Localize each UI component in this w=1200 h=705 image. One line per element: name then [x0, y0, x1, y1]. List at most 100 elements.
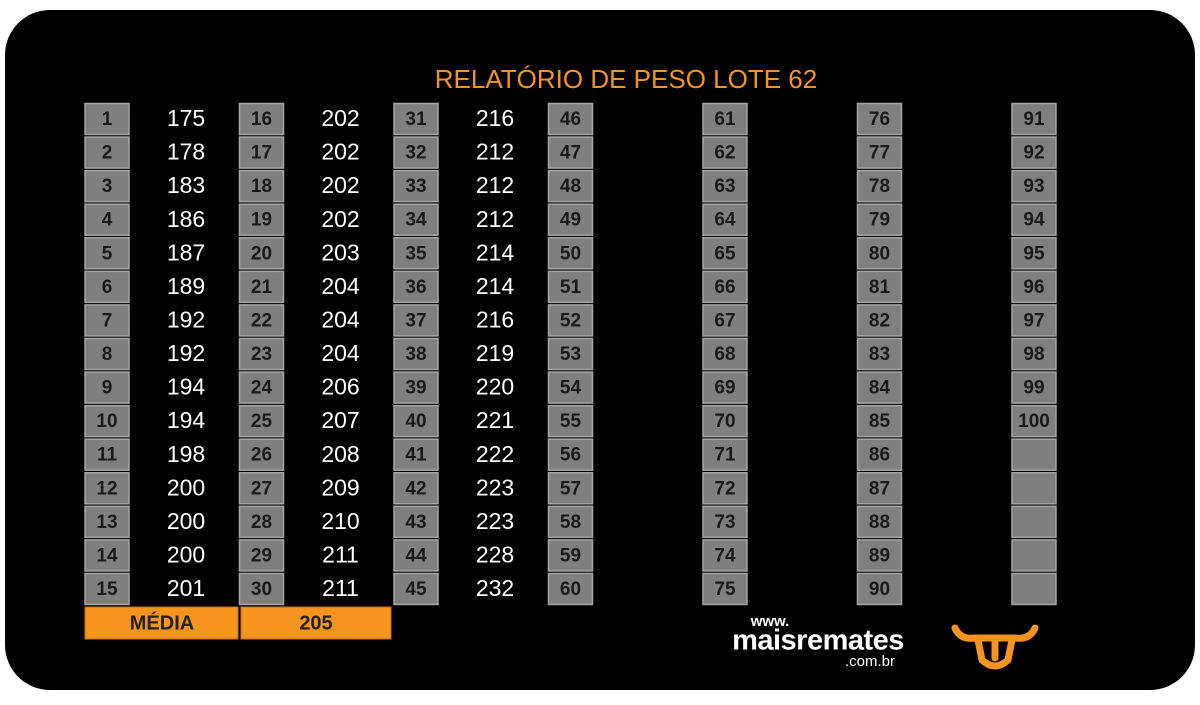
- animal-number: 29: [251, 545, 272, 566]
- weight: 212: [476, 139, 514, 165]
- number-cell: [393, 203, 439, 236]
- animal-number: 35: [405, 243, 427, 264]
- number-cell: [547, 404, 594, 438]
- weight: 194: [167, 407, 206, 433]
- animal-number: 90: [869, 579, 890, 600]
- logo-icon: [951, 624, 1039, 670]
- number-cell: [238, 337, 285, 371]
- animal-number: 56: [560, 445, 581, 466]
- animal-number: 45: [405, 579, 427, 600]
- number-cell: [547, 136, 594, 169]
- weight: 222: [476, 441, 514, 467]
- weight: 209: [321, 474, 359, 500]
- number-cell: [856, 438, 903, 471]
- logo-prefix: www.: [750, 613, 790, 630]
- number-cell: [393, 136, 439, 169]
- animal-number: 10: [96, 411, 117, 432]
- number-cell: [238, 371, 285, 404]
- number-cell: [393, 572, 439, 606]
- animal-number: 43: [405, 512, 426, 533]
- animal-number: 34: [405, 210, 427, 231]
- number-cell: [238, 404, 285, 438]
- weight: 223: [476, 474, 514, 500]
- number-cell: [238, 438, 285, 471]
- number-cell: [238, 237, 285, 270]
- number-cell: [702, 337, 748, 371]
- number-cell: [856, 472, 903, 505]
- number-cell: [238, 572, 285, 606]
- number-cell: [856, 371, 903, 404]
- animal-number: 86: [869, 445, 890, 466]
- weight: 210: [321, 508, 359, 534]
- number-cell: [1011, 304, 1057, 337]
- number-cell: [702, 169, 748, 203]
- animal-number: 74: [714, 545, 736, 566]
- number-cell: [1011, 102, 1057, 136]
- weight: 186: [167, 206, 205, 232]
- weight: 207: [321, 407, 359, 433]
- weight: 206: [321, 374, 359, 400]
- number-cell: [547, 539, 594, 572]
- number-cell: [702, 136, 748, 169]
- number-cell: [1011, 270, 1057, 304]
- animal-number: 17: [251, 143, 272, 164]
- weight: 198: [167, 441, 205, 467]
- number-cell: [702, 237, 748, 270]
- number-cell: [238, 102, 285, 136]
- weight: 214: [476, 239, 515, 265]
- animal-number: 73: [714, 512, 735, 533]
- weight: 212: [476, 206, 514, 232]
- number-cell: [238, 270, 285, 304]
- animal-number: 42: [405, 478, 426, 499]
- number-cell: [547, 472, 594, 505]
- animal-number: 71: [714, 445, 736, 466]
- number-cell: [1011, 203, 1057, 236]
- animal-number: 41: [405, 445, 427, 466]
- animal-number: 28: [251, 512, 272, 533]
- number-cell: [547, 169, 594, 203]
- number-cell: [84, 438, 130, 471]
- animal-number: 21: [251, 277, 273, 298]
- weight: 204: [321, 306, 360, 332]
- number-cell: [238, 136, 285, 169]
- logo-horns: [951, 624, 1039, 642]
- animal-number: 67: [714, 310, 735, 331]
- number-cell: [547, 304, 594, 337]
- weight: 201: [167, 575, 205, 601]
- number-cell: [84, 304, 130, 337]
- animal-number: 33: [405, 176, 426, 197]
- animal-number: 54: [560, 378, 582, 399]
- animal-number: 62: [714, 143, 735, 164]
- weight: 178: [167, 139, 205, 165]
- report-title: RELATÓRIO DE PESO LOTE 62: [435, 64, 817, 94]
- number-cell: [856, 505, 903, 539]
- number-cell: [84, 169, 130, 203]
- animal-number: 12: [96, 478, 117, 499]
- animal-number: 60: [560, 579, 581, 600]
- animal-number: 65: [714, 243, 736, 264]
- logo-suffix: .com.br: [845, 653, 895, 670]
- number-cell: [238, 203, 285, 236]
- animal-number: 57: [560, 478, 581, 499]
- animal-number: 87: [869, 478, 890, 499]
- weight: 202: [321, 139, 359, 165]
- number-cell: [856, 237, 903, 270]
- weight: 194: [167, 374, 206, 400]
- number-cell: [84, 505, 130, 539]
- number-cell: [393, 102, 439, 136]
- number-cell: [547, 102, 594, 136]
- animal-number: 75: [714, 579, 736, 600]
- number-cell: [84, 472, 130, 505]
- weight: 192: [167, 340, 205, 366]
- animal-number: 61: [714, 109, 736, 130]
- number-cell: [856, 304, 903, 337]
- animal-number: 5: [102, 243, 113, 264]
- number-cell: [547, 505, 594, 539]
- animal-number: 1: [102, 109, 113, 130]
- weight: 223: [476, 508, 514, 534]
- weight: 212: [476, 172, 514, 198]
- animal-number: 44: [405, 545, 427, 566]
- number-cell: [1011, 505, 1057, 539]
- number-cell: [547, 438, 594, 471]
- animal-number: 20: [251, 243, 272, 264]
